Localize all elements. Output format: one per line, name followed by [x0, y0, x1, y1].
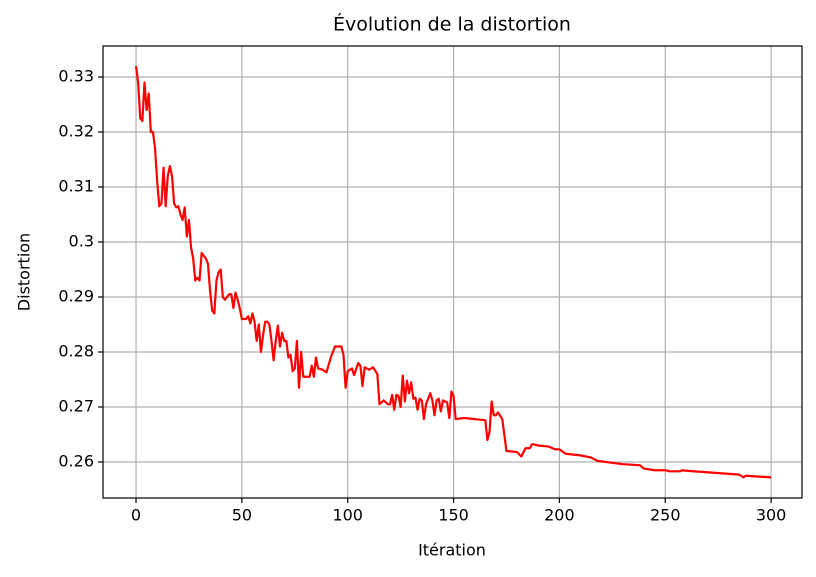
y-tick-label: 0.3 — [69, 232, 94, 251]
y-tick-label: 0.27 — [58, 396, 94, 415]
y-tick-label: 0.29 — [58, 286, 94, 305]
y-axis-label: Distortion — [15, 233, 34, 311]
y-tick-label: 0.32 — [58, 122, 94, 141]
x-tick-label: 250 — [650, 506, 681, 525]
y-tick-label: 0.33 — [58, 67, 94, 86]
x-tick-label: 0 — [131, 506, 141, 525]
x-tick-label: 100 — [332, 506, 363, 525]
y-tick-label: 0.28 — [58, 341, 94, 360]
y-tick-label: 0.31 — [58, 177, 94, 196]
plot-frame — [102, 45, 803, 499]
data-line — [134, 65, 772, 479]
x-tick-label: 300 — [756, 506, 787, 525]
x-tick-label: 200 — [544, 506, 575, 525]
y-tick-label: 0.26 — [58, 451, 94, 470]
x-tick-label: 150 — [438, 506, 469, 525]
chart-title: Évolution de la distortion — [333, 13, 571, 36]
x-axis-label: Itération — [418, 541, 486, 560]
x-tick-label: 50 — [232, 506, 252, 525]
